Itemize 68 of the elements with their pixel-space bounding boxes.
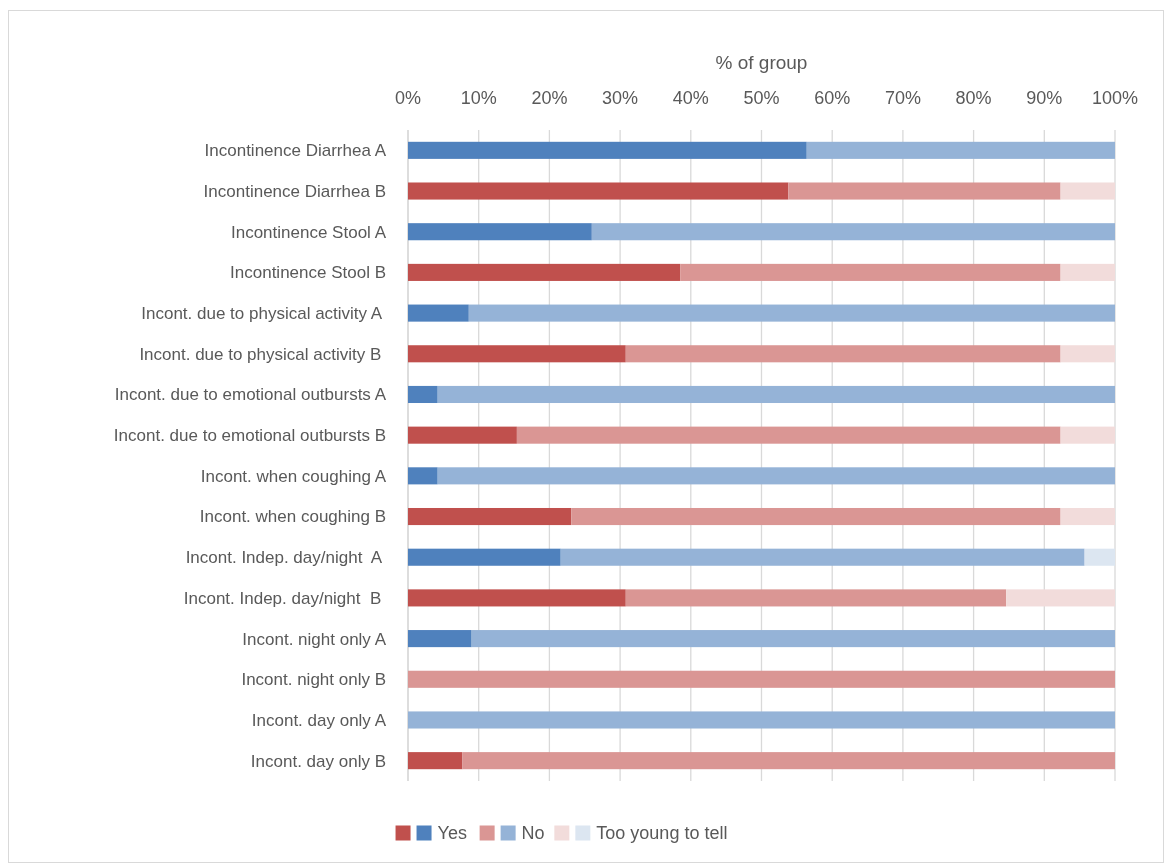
bar xyxy=(462,752,1115,770)
y-tick-label: Incont. when coughing B xyxy=(199,507,386,527)
x-axis-title: % of group xyxy=(715,51,808,73)
bar xyxy=(408,385,438,404)
bar xyxy=(408,304,469,322)
bar xyxy=(408,711,1115,729)
y-tick-label: Incont. Indep. day/night A xyxy=(185,548,386,568)
x-tick-label: 60% xyxy=(814,88,851,109)
bar xyxy=(408,507,572,526)
bar xyxy=(408,182,789,200)
y-tick-label: Incont. night only A xyxy=(242,629,387,649)
bar xyxy=(1060,345,1115,363)
x-tick-label: 50% xyxy=(743,88,780,109)
legend-label: Too young to tell xyxy=(596,823,728,844)
x-tick-label: 100% xyxy=(1091,88,1139,109)
bar xyxy=(591,223,1115,241)
y-tick-label: Incont. Indep. day/night B xyxy=(183,588,386,608)
y-tick-label: Incont. due to physical activity B xyxy=(139,344,386,364)
x-tick-label: 80% xyxy=(955,88,992,109)
bar xyxy=(1060,426,1115,444)
bar xyxy=(408,467,438,485)
y-tick-label: Incont. day only B xyxy=(250,751,386,771)
y-tick-label: Incont. due to emotional outbursts B xyxy=(113,426,386,446)
bar xyxy=(1060,507,1115,526)
bar xyxy=(680,263,1061,281)
bar xyxy=(408,223,592,241)
bar xyxy=(408,345,626,363)
legend-label: No xyxy=(521,823,545,844)
bar xyxy=(1084,548,1115,566)
x-tick-label: 30% xyxy=(602,88,639,109)
bar xyxy=(408,630,472,648)
x-tick-label: 70% xyxy=(884,88,921,109)
bar xyxy=(408,589,626,607)
y-tick-label: Incontinence Stool B xyxy=(230,263,386,283)
y-tick-label: Incontinence Diarrhea B xyxy=(203,181,386,201)
bar xyxy=(571,507,1061,526)
bar xyxy=(408,670,1115,688)
bar xyxy=(408,263,681,281)
x-tick-label: 20% xyxy=(531,88,568,109)
bar xyxy=(408,752,463,770)
y-tick-label: Incontinence Stool A xyxy=(230,222,387,242)
legend-label: Yes xyxy=(437,823,467,844)
y-tick-label: Incontinence Diarrhea A xyxy=(204,141,387,161)
y-tick-label: Incont. due to physical activity A xyxy=(141,304,386,324)
bar xyxy=(468,304,1115,322)
y-tick-label: Incont. day only A xyxy=(251,710,387,730)
bar xyxy=(806,141,1115,159)
bar xyxy=(471,630,1115,648)
y-tick-label: Incont. due to emotional outbursts A xyxy=(114,385,387,405)
bar xyxy=(437,385,1115,404)
bar xyxy=(1060,263,1115,281)
bar xyxy=(408,426,517,444)
bar xyxy=(408,548,561,566)
bar xyxy=(408,141,807,159)
y-tick-label: Incont. night only B xyxy=(241,670,386,690)
bar xyxy=(560,548,1085,566)
bar xyxy=(516,426,1061,444)
bar xyxy=(625,345,1061,363)
bar xyxy=(437,467,1115,485)
y-tick-label: Incont. when coughing A xyxy=(200,466,387,486)
x-tick-label: 90% xyxy=(1026,88,1063,109)
x-tick-label: 40% xyxy=(672,88,709,109)
x-tick-label: 0% xyxy=(394,88,422,109)
bar xyxy=(788,182,1061,200)
bar xyxy=(1060,182,1115,200)
bar xyxy=(625,589,1007,607)
bar xyxy=(1006,589,1115,607)
x-tick-label: 10% xyxy=(460,88,497,109)
